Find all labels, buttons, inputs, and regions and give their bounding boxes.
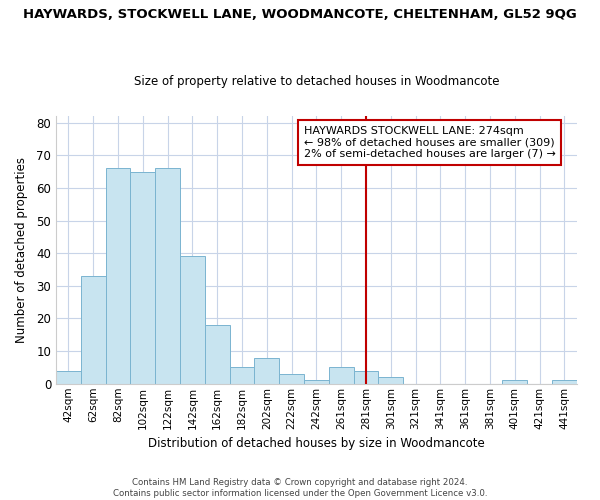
Bar	[353, 370, 379, 384]
Bar	[130, 172, 155, 384]
Text: HAYWARDS STOCKWELL LANE: 274sqm
← 98% of detached houses are smaller (309)
2% of: HAYWARDS STOCKWELL LANE: 274sqm ← 98% of…	[304, 126, 556, 159]
Bar	[180, 256, 205, 384]
Bar	[552, 380, 577, 384]
Text: HAYWARDS, STOCKWELL LANE, WOODMANCOTE, CHELTENHAM, GL52 9QG: HAYWARDS, STOCKWELL LANE, WOODMANCOTE, C…	[23, 8, 577, 20]
Bar	[502, 380, 527, 384]
Bar	[155, 168, 180, 384]
Bar	[329, 368, 353, 384]
Title: Size of property relative to detached houses in Woodmancote: Size of property relative to detached ho…	[134, 76, 499, 88]
Bar	[304, 380, 329, 384]
Bar	[106, 168, 130, 384]
Y-axis label: Number of detached properties: Number of detached properties	[15, 157, 28, 343]
Bar	[254, 358, 279, 384]
Bar	[279, 374, 304, 384]
Bar	[230, 368, 254, 384]
Bar	[205, 325, 230, 384]
X-axis label: Distribution of detached houses by size in Woodmancote: Distribution of detached houses by size …	[148, 437, 485, 450]
Bar	[81, 276, 106, 384]
Text: Contains HM Land Registry data © Crown copyright and database right 2024.
Contai: Contains HM Land Registry data © Crown c…	[113, 478, 487, 498]
Bar	[56, 370, 81, 384]
Bar	[379, 377, 403, 384]
